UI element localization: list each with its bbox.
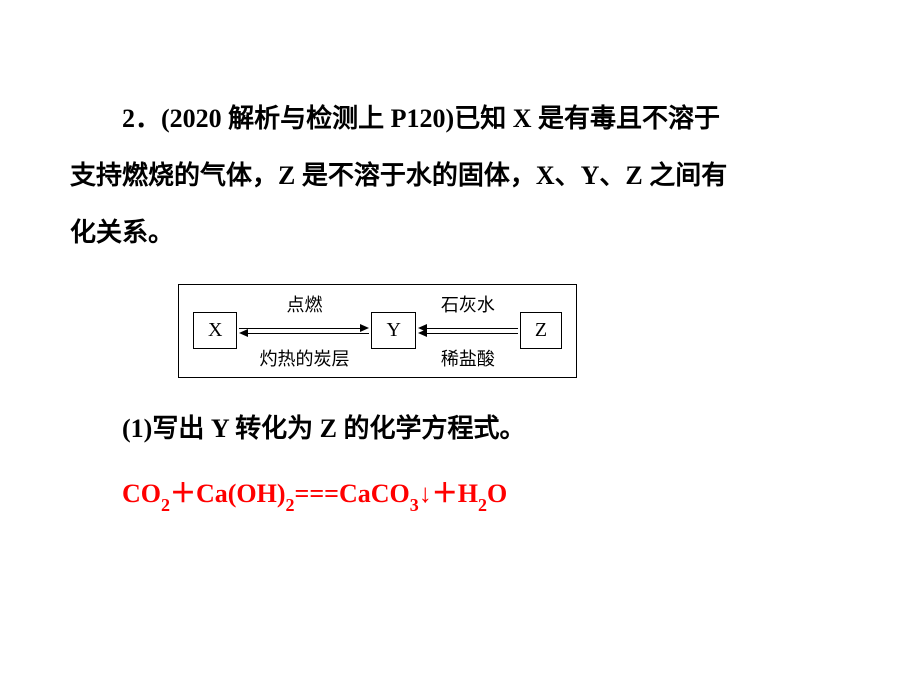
formula-p2: ＋Ca(OH)	[170, 479, 286, 508]
question-1: (1)写出 Y 转化为 Z 的化学方程式。	[70, 400, 920, 457]
arrow-left-short-icon	[418, 317, 518, 331]
formula-s1: 2	[161, 495, 170, 515]
formula-p5: O	[487, 479, 507, 508]
formula-s3: 3	[410, 495, 419, 515]
arrow-yz-bottom: 稀盐酸	[418, 331, 518, 371]
box-x: X	[193, 312, 237, 349]
document-content: 2．(2020 解析与检测上 P120)已知 X 是有毒且不溶于 支持燃烧的气体…	[0, 0, 920, 523]
formula-p3: ===CaCO	[295, 479, 410, 508]
problem-line-3: 化关系。	[70, 204, 920, 261]
formula-p4: ↓＋H	[419, 479, 478, 508]
problem-line-2: 支持燃烧的气体，Z 是不溶于水的固体，X、Y、Z 之间有	[70, 147, 920, 204]
formula-s4: 2	[478, 495, 487, 515]
box-z: Z	[520, 312, 562, 349]
arrow-right-icon	[239, 317, 369, 331]
label-limewater: 石灰水	[441, 291, 495, 317]
arrows-yz: 石灰水 稀盐酸	[416, 291, 520, 371]
formula-p1: CO	[122, 479, 161, 508]
answer-formula: CO2＋Ca(OH)2===CaCO3↓＋H2O	[122, 479, 507, 508]
arrow-xy-bottom: 灼热的炭层	[239, 331, 369, 371]
arrows-xy: 点燃 灼热的炭层	[237, 291, 371, 371]
box-y: Y	[371, 312, 415, 349]
reaction-diagram: X 点燃 灼热的炭层 Y 石灰水	[178, 284, 577, 378]
label-dilute-hcl: 稀盐酸	[441, 345, 495, 371]
arrow-left-short2-icon	[418, 331, 518, 345]
problem-line-1: 2．(2020 解析与检测上 P120)已知 X 是有毒且不溶于	[70, 90, 920, 147]
arrow-yz-top: 石灰水	[418, 291, 518, 331]
arrow-xy-top: 点燃	[239, 291, 369, 331]
label-ignite: 点燃	[286, 291, 322, 317]
label-hot-carbon: 灼热的炭层	[259, 345, 349, 371]
diagram-container: X 点燃 灼热的炭层 Y 石灰水	[70, 284, 920, 378]
answer-1: CO2＋Ca(OH)2===CaCO3↓＋H2O	[70, 465, 920, 523]
formula-s2: 2	[286, 495, 295, 515]
diagram-inner: X 点燃 灼热的炭层 Y 石灰水	[193, 291, 562, 371]
arrow-left-icon	[239, 331, 369, 345]
